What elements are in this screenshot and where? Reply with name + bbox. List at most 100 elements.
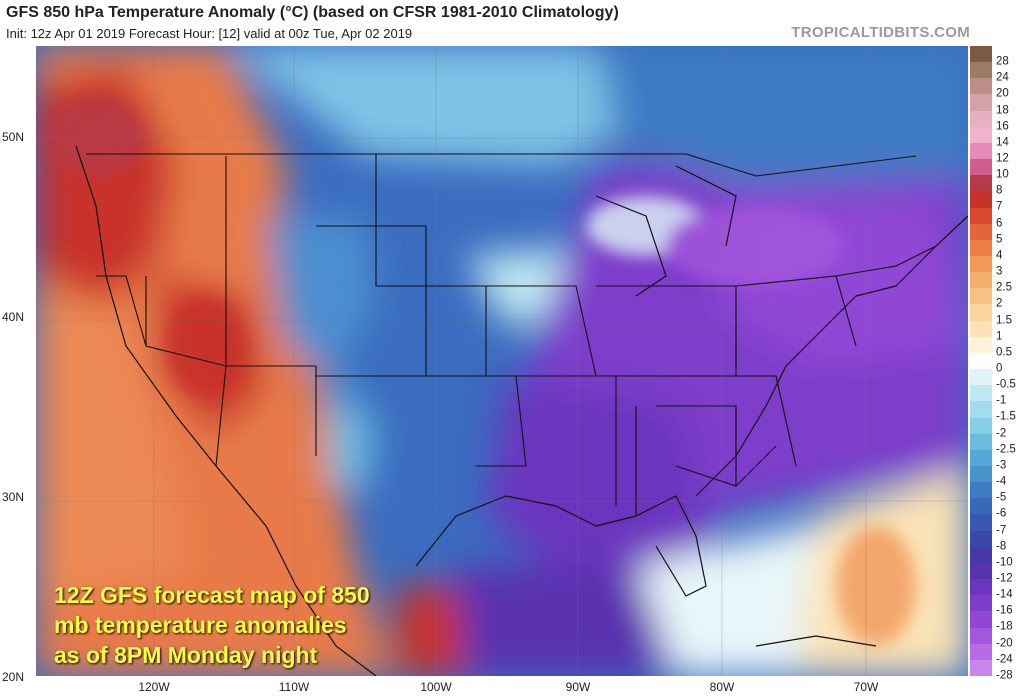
colorbar-swatch	[970, 110, 992, 128]
lon-label-100w: 100W	[420, 680, 452, 694]
colorbar-swatch	[970, 256, 992, 273]
colorbar-swatch	[970, 94, 992, 112]
colorbar-swatch	[970, 126, 992, 144]
map-subtitle: Init: 12z Apr 01 2019 Forecast Hour: [12…	[6, 26, 413, 41]
colorbar-swatch	[970, 417, 992, 435]
colorbar-swatch	[970, 579, 992, 596]
colorbar-label: -20	[996, 636, 1013, 649]
colorbar-label: 24	[996, 71, 1009, 84]
colorbar-label: -12	[996, 572, 1013, 585]
colorbar-label: -0.5	[996, 378, 1016, 391]
colorbar-label: -8	[996, 539, 1007, 552]
colorbar-label: 0.5	[996, 346, 1012, 359]
colorbar-swatch	[970, 304, 992, 322]
graticule	[36, 46, 968, 676]
boundary-lines	[86, 153, 937, 527]
caption: 12Z GFS forecast map of 850 mb temperatu…	[54, 580, 384, 670]
colorbar-label: -6	[996, 507, 1007, 520]
colorbar-label: 14	[996, 136, 1009, 149]
colorbar-label: 7	[996, 200, 1003, 213]
colorbar-swatch	[970, 514, 992, 532]
map-canvas	[36, 46, 968, 676]
lat-label-30n: 30N	[2, 490, 25, 504]
colorbar-label: -2	[996, 426, 1007, 439]
colorbar-label: 1.5	[996, 313, 1012, 326]
colorbar-label: 18	[996, 103, 1009, 116]
colorbar-label: -24	[996, 653, 1013, 666]
colorbar-label: -16	[996, 604, 1013, 617]
colorbar-swatch	[970, 320, 992, 338]
colorbar-label: -1	[996, 394, 1007, 407]
colorbar	[970, 46, 992, 677]
colorbar-swatch	[970, 627, 992, 645]
colorbar-label: 5	[996, 233, 1003, 246]
colorbar-swatch	[970, 78, 992, 95]
colorbar-swatch	[970, 288, 992, 305]
lon-label-110w: 110W	[278, 680, 310, 694]
colorbar-label: -3	[996, 459, 1007, 472]
colorbar-label: 3	[996, 265, 1003, 278]
colorbar-label: 8	[996, 184, 1003, 197]
caption-line-1: 12Z GFS forecast map of 850	[54, 582, 370, 608]
colorbar-swatch	[970, 482, 992, 499]
site-watermark[interactable]: TROPICALTIDBITS.COM	[791, 24, 970, 41]
colorbar-label: -7	[996, 523, 1007, 536]
colorbar-swatch	[970, 530, 992, 548]
colorbar-label: -4	[996, 475, 1007, 488]
colorbar-swatch	[970, 352, 992, 370]
colorbar-label: -18	[996, 620, 1013, 633]
lon-label-120w: 120W	[138, 680, 170, 694]
colorbar-label: 16	[996, 119, 1009, 132]
colorbar-label: 10	[996, 168, 1009, 181]
colorbar-label: -1.5	[996, 410, 1016, 423]
colorbar-swatch	[970, 433, 992, 451]
colorbar-label: 12	[996, 152, 1009, 165]
colorbar-swatch	[970, 46, 992, 63]
colorbar-swatch	[970, 62, 992, 79]
colorbar-swatch	[970, 562, 992, 580]
header: GFS 850 hPa Temperature Anomaly (°C) (ba…	[0, 0, 1024, 46]
colorbar-swatch	[970, 272, 992, 289]
colorbar-swatch	[970, 207, 992, 225]
colorbar-swatch	[970, 191, 992, 209]
lat-label-20n: 20N	[2, 670, 25, 684]
colorbar-label: -14	[996, 588, 1013, 601]
colorbar-swatch	[970, 401, 992, 419]
colorbar-swatch	[970, 159, 992, 176]
colorbar-swatch	[970, 336, 992, 354]
colorbar-label: 2.5	[996, 281, 1012, 294]
colorbar-label: -28	[996, 669, 1013, 682]
colorbar-label: 20	[996, 87, 1009, 100]
colorbar-swatch	[970, 595, 992, 612]
colorbar-label: 6	[996, 216, 1003, 229]
coastlines	[75, 145, 968, 676]
colorbar-label: 1	[996, 329, 1003, 342]
colorbar-swatch	[970, 239, 992, 257]
colorbar-swatch	[970, 142, 992, 160]
colorbar-swatch	[970, 466, 992, 483]
colorbar-swatch	[970, 385, 992, 402]
colorbar-swatch	[970, 449, 992, 467]
lat-label-40n: 40N	[2, 310, 25, 324]
lat-label-50n: 50N	[2, 130, 25, 144]
colorbar-label: -2.5	[996, 443, 1016, 456]
caption-line-3: as of 8PM Monday night	[54, 642, 318, 668]
colorbar-swatch	[970, 369, 992, 386]
lon-label-70w: 70W	[853, 680, 879, 694]
colorbar-label: 28	[996, 55, 1009, 68]
colorbar-label: 0	[996, 362, 1003, 375]
colorbar-label: 2	[996, 297, 1003, 310]
colorbar-swatch	[970, 659, 992, 677]
colorbar-label: -10	[996, 556, 1013, 569]
map-title: GFS 850 hPa Temperature Anomaly (°C) (ba…	[6, 4, 619, 21]
colorbar-swatch	[970, 498, 992, 515]
caption-line-2: mb temperature anomalies	[54, 612, 347, 638]
colorbar-swatch	[970, 223, 992, 241]
colorbar-swatch	[970, 175, 992, 192]
colorbar-swatch	[970, 643, 992, 661]
colorbar-swatch	[970, 611, 992, 629]
anomaly-map	[36, 46, 968, 676]
lon-label-90w: 90W	[565, 680, 591, 694]
lon-label-80w: 80W	[709, 680, 735, 694]
colorbar-swatch	[970, 546, 992, 564]
